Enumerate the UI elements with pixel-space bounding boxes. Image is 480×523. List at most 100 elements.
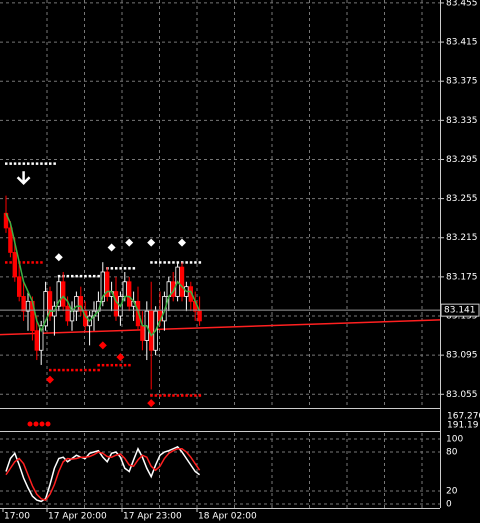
resistance-dot — [97, 274, 100, 278]
candle-body — [21, 296, 26, 312]
resistance-dot — [84, 274, 87, 278]
candle-body — [56, 281, 61, 307]
resistance-dot — [154, 261, 158, 264]
candle-body — [34, 330, 39, 351]
support-dot — [97, 368, 100, 372]
buy_marks-diamond — [178, 238, 186, 247]
support-dot — [154, 394, 158, 397]
sell_marks-diamond — [147, 399, 156, 408]
x-tick-label: 18 Apr 02:00 — [198, 512, 257, 522]
support-dot — [128, 363, 131, 367]
support-dot — [101, 363, 105, 367]
dot — [45, 421, 51, 427]
support-dot — [194, 394, 197, 397]
resistance-dot — [93, 274, 96, 278]
resistance-dot — [128, 267, 131, 270]
support-dot — [189, 394, 193, 397]
resistance-dot — [194, 261, 197, 264]
support-dot — [79, 368, 83, 372]
y-tick-label: 100 — [446, 435, 463, 445]
dot — [39, 421, 45, 427]
resistance-dot — [49, 162, 52, 165]
candle-body — [122, 281, 127, 297]
resistance-dot — [189, 261, 193, 264]
support-dot — [31, 261, 34, 264]
resistance-dot — [27, 162, 30, 165]
resistance-dot — [71, 274, 74, 278]
resistance-dot — [110, 267, 114, 270]
oscillator-line — [5, 445, 201, 503]
support-dot — [75, 368, 78, 372]
resistance-dot — [88, 274, 92, 278]
candle-body — [105, 271, 110, 297]
y-tick-label: 83.415 — [446, 38, 478, 48]
buy_marks-diamond — [147, 238, 156, 247]
candle-body — [127, 281, 132, 307]
support-dot — [22, 261, 26, 264]
candle-body — [43, 291, 48, 327]
support-dot — [93, 368, 96, 372]
sell_marks-diamond — [46, 375, 54, 384]
y-tick-label: 83.175 — [446, 272, 478, 282]
support-dot — [159, 394, 162, 397]
resistance-dot — [198, 261, 202, 264]
resistance-dot — [163, 261, 166, 264]
y-tick-label: 83.055 — [446, 390, 478, 400]
support-dot — [115, 363, 118, 367]
resistance-dot — [150, 261, 153, 264]
support-dot — [123, 363, 127, 367]
indicator-label: 191.19 — [447, 421, 479, 431]
resistance-dot — [75, 274, 78, 278]
sell_marks-diamond — [98, 341, 107, 350]
resistance-dot — [119, 267, 122, 270]
resistance-dot — [53, 162, 56, 165]
candle-body — [47, 291, 53, 317]
buy_marks-diamond — [107, 243, 116, 252]
resistance-dot — [9, 162, 12, 165]
resistance-dot — [185, 261, 188, 264]
support-dot — [9, 261, 12, 264]
x-tick-label: 17:00 — [4, 512, 30, 522]
candle-body — [78, 296, 83, 312]
resistance-dot — [18, 162, 21, 165]
resistance-dot — [172, 261, 175, 264]
resistance-dot — [40, 162, 43, 165]
candle-body — [12, 252, 17, 278]
resistance-dot — [22, 162, 26, 165]
support-dot — [172, 394, 175, 397]
support-dot — [57, 368, 61, 372]
candle-body — [25, 300, 31, 312]
support-dot — [40, 261, 43, 264]
current-price-label: 83.141 — [444, 306, 476, 316]
resistance-dot — [115, 267, 118, 270]
support-dot — [176, 394, 180, 397]
y-tick-label: 0 — [446, 500, 452, 510]
support-dot — [97, 363, 100, 367]
x-tick-label: 17 Apr 20:00 — [48, 512, 107, 522]
resistance-dot — [66, 274, 70, 278]
support-dot — [5, 261, 8, 264]
resistance-dot — [123, 267, 127, 270]
y-tick-label: 20 — [446, 487, 458, 497]
support-dot — [181, 394, 184, 397]
sell_marks-diamond — [116, 353, 125, 362]
support-dot — [53, 368, 56, 372]
indicator-dots — [27, 421, 51, 427]
x-tick-label: 17 Apr 23:00 — [123, 512, 182, 522]
candle-body — [65, 305, 70, 322]
oscillator-line — [5, 448, 201, 501]
dot — [27, 421, 33, 427]
support-dot — [35, 261, 39, 264]
candle-body — [61, 281, 66, 307]
candle-body — [8, 227, 13, 253]
moving-average — [5, 212, 201, 337]
support-dot — [49, 368, 52, 372]
y-tick-label: 83.335 — [446, 116, 478, 126]
support-dot — [106, 363, 109, 367]
resistance-dot — [159, 261, 162, 264]
y-tick-label: 83.215 — [446, 233, 478, 243]
support-dot — [150, 394, 153, 397]
trend-line — [0, 319, 441, 336]
